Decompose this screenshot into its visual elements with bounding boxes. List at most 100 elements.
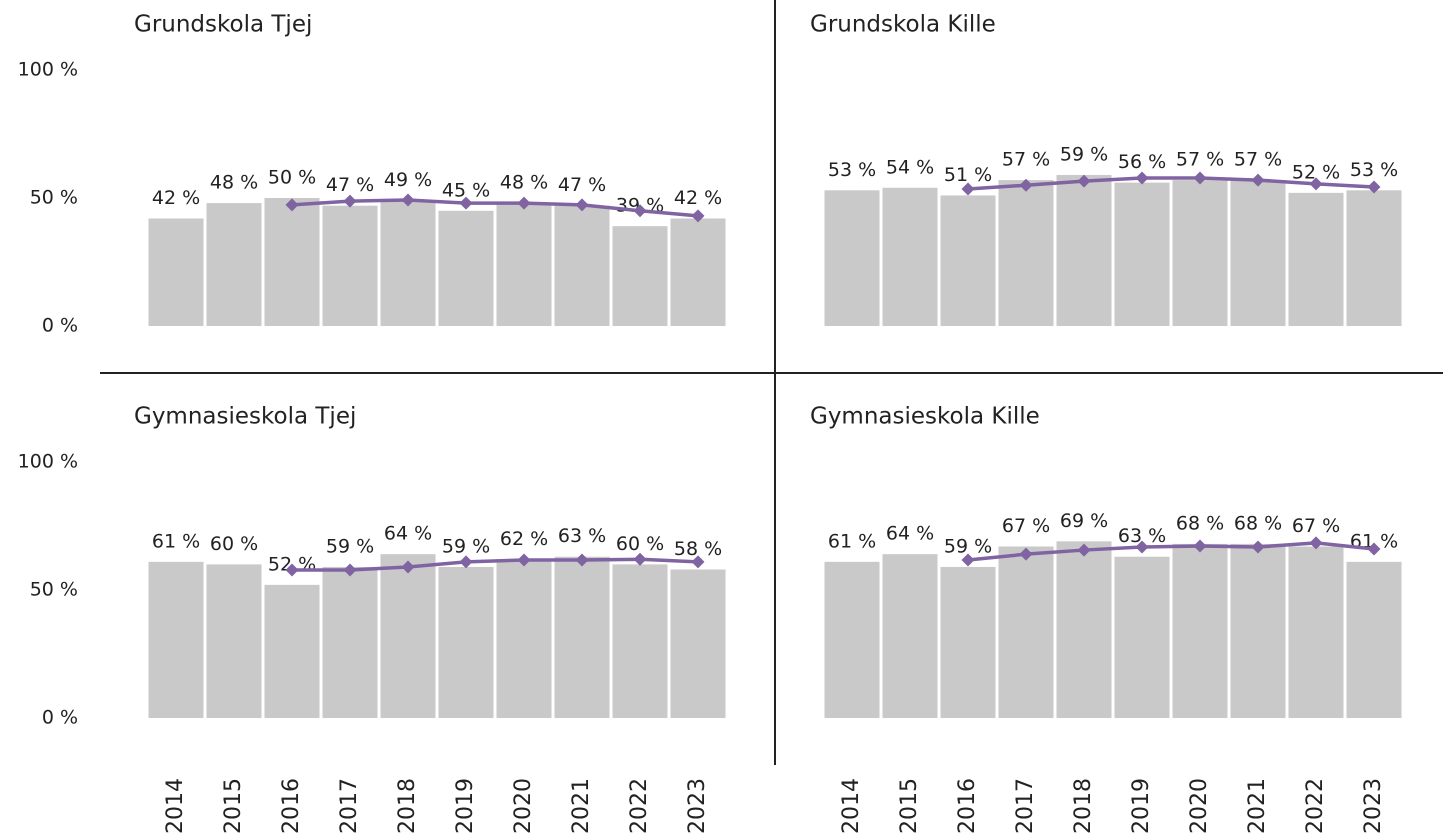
marker [1019, 547, 1033, 561]
bar [496, 203, 552, 326]
data-label: 42 % [152, 187, 200, 209]
marker [575, 198, 589, 212]
x-tick-label: 2014 [839, 778, 864, 834]
marker [401, 193, 415, 207]
bar [1346, 190, 1402, 326]
data-label: 48 % [500, 172, 548, 194]
marker [1367, 180, 1381, 194]
bar [554, 205, 610, 326]
bar [940, 195, 996, 326]
marker [517, 196, 531, 210]
bar [1230, 180, 1286, 326]
bar [322, 205, 378, 326]
data-label: 50 % [268, 167, 316, 189]
bar [380, 200, 436, 326]
bar [1114, 556, 1170, 718]
data-label: 59 % [944, 535, 992, 557]
data-label: 58 % [674, 538, 722, 560]
data-label: 64 % [886, 523, 934, 545]
data-label: 57 % [1234, 149, 1282, 171]
marker [1077, 174, 1091, 188]
data-label: 63 % [1118, 525, 1166, 547]
bar [264, 584, 320, 718]
data-label: 59 % [326, 535, 374, 557]
bar [438, 566, 494, 718]
data-label: 59 % [1060, 143, 1108, 165]
marker [575, 553, 589, 567]
y-tick-label: 100 % [18, 451, 78, 473]
data-label: 60 % [616, 533, 664, 555]
marker [343, 563, 357, 577]
marker [459, 196, 473, 210]
bar [322, 566, 378, 718]
bar [612, 226, 668, 326]
bar [998, 180, 1054, 326]
x-tick-label: 2018 [1071, 778, 1096, 834]
bar [1288, 546, 1344, 718]
bar [380, 554, 436, 718]
marker [1251, 540, 1265, 554]
y-tick-label: 100 % [18, 59, 78, 81]
bar [940, 566, 996, 718]
x-tick-label: 2014 [163, 778, 188, 834]
x-tick-label: 2022 [1303, 778, 1328, 834]
data-label: 56 % [1118, 151, 1166, 173]
x-tick-label: 2020 [1187, 778, 1212, 834]
marker [1193, 539, 1207, 553]
data-label: 68 % [1176, 512, 1224, 534]
marker [691, 555, 705, 569]
bar [496, 559, 552, 718]
bar [882, 187, 938, 326]
bar [438, 210, 494, 326]
data-label: 59 % [442, 535, 490, 557]
bar [206, 203, 262, 326]
line [967, 541, 1375, 562]
marker [1367, 542, 1381, 556]
marker [1135, 171, 1149, 185]
line [292, 557, 699, 572]
y-tick-label: 50 % [30, 187, 78, 209]
bar [1288, 192, 1344, 326]
marker [1135, 540, 1149, 554]
y-tick-label: 0 % [42, 707, 78, 729]
data-label: 47 % [558, 174, 606, 196]
data-label: 49 % [384, 169, 432, 191]
data-label: 62 % [500, 528, 548, 550]
x-tick-label: 2020 [511, 778, 536, 834]
x-tick-label: 2022 [627, 778, 652, 834]
x-tick-label: 2021 [1245, 778, 1270, 834]
data-label: 54 % [886, 156, 934, 178]
bar [1056, 174, 1112, 326]
marker [401, 560, 415, 574]
bar [206, 564, 262, 718]
x-tick-label: 2015 [221, 778, 246, 834]
data-label: 45 % [442, 179, 490, 201]
marker [1193, 171, 1207, 185]
marker [1251, 173, 1265, 187]
x-tick-label: 2017 [1013, 778, 1038, 834]
y-tick-label: 50 % [30, 579, 78, 601]
data-label: 51 % [944, 164, 992, 186]
bar [554, 556, 610, 718]
data-label: 61 % [828, 530, 876, 552]
x-tick-label: 2016 [279, 778, 304, 834]
data-label: 53 % [828, 159, 876, 181]
bar [1114, 182, 1170, 326]
panel-title: Gymnasieskola Kille [810, 404, 1040, 430]
marker [633, 552, 647, 566]
x-tick-label: 2016 [955, 778, 980, 834]
marker [633, 204, 647, 218]
bar [998, 546, 1054, 718]
marker [285, 198, 299, 212]
data-label: 68 % [1234, 512, 1282, 534]
marker [1309, 177, 1323, 191]
bar [612, 564, 668, 718]
data-label: 57 % [1002, 149, 1050, 171]
y-tick-label: 0 % [42, 315, 78, 337]
panel-title: Gymnasieskola Tjej [134, 404, 356, 430]
bar [824, 190, 880, 326]
bar [882, 554, 938, 718]
data-label: 42 % [674, 187, 722, 209]
bar [1172, 180, 1228, 326]
bar [148, 218, 204, 326]
